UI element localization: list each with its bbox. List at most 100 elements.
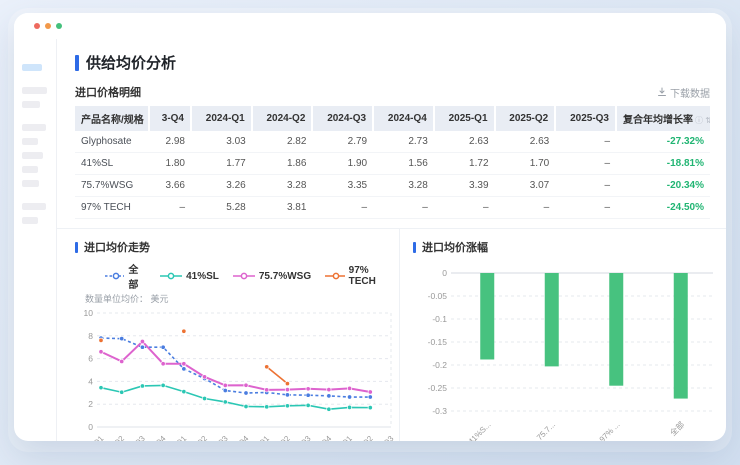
sidebar-skeleton-item[interactable]	[22, 101, 40, 108]
charts-row: 进口均价走势 全部 41%SL 75.7%WSG 97% TECH 数量单位均价： 美…	[57, 228, 726, 441]
line-series-0	[100, 337, 371, 398]
y-tick-label: 6	[88, 354, 93, 364]
bar-3	[673, 273, 688, 399]
table-row[interactable]: 41%SL 1.80 1.77 1.86 1.90 1.56 1.72 1.70– -18.81…	[75, 152, 710, 175]
table-row[interactable]: Glyphosate 2.98 3.03 2.82 2.79 2.73 2.63 2.63– -…	[75, 131, 710, 153]
close-window-icon[interactable]	[34, 23, 40, 29]
line-series-3	[266, 366, 288, 385]
data-point	[160, 361, 166, 367]
data-point	[367, 394, 373, 400]
sidebar-skeleton-item[interactable]	[22, 217, 38, 224]
data-point	[222, 387, 228, 394]
info-and-sort-icons[interactable]: ⓘ ⇅	[695, 116, 710, 125]
x-tick-label: 75.7...	[535, 420, 557, 441]
data-point	[119, 358, 125, 365]
title-accent-bar	[75, 54, 79, 71]
x-tick-label: 2022-Q1	[77, 434, 106, 441]
legend-label: 全部	[128, 265, 139, 291]
data-point	[326, 393, 332, 399]
x-tick-label: 97% ...	[598, 420, 622, 441]
price-cell: 3.66	[149, 174, 191, 197]
sidebar	[14, 39, 57, 441]
panel-accent-bar	[413, 241, 416, 253]
legend-marker-icon	[105, 272, 125, 280]
data-point	[305, 386, 311, 392]
sidebar-skeleton-item[interactable]	[22, 180, 39, 187]
bar-chart-title-text: 进口均价涨幅	[422, 242, 488, 254]
table-header-cell: 2024-Q1	[190, 106, 252, 131]
sidebar-skeleton-item[interactable]	[22, 203, 46, 210]
data-point	[181, 366, 187, 372]
data-point	[264, 364, 270, 370]
data-point	[347, 394, 353, 400]
cagr-cell: -20.34%	[616, 174, 710, 197]
line-series-2	[100, 340, 371, 393]
bar-0	[480, 273, 495, 360]
price-cell: 1.86	[251, 152, 313, 175]
table-row[interactable]: 75.7%WSG 3.66 3.26 3.28 3.35 3.28 3.39 3.07– -20…	[75, 174, 710, 197]
table-header-cell: 2025-Q1	[432, 106, 495, 131]
y-tick-label: 8	[88, 331, 93, 341]
sidebar-skeleton-item[interactable]	[22, 166, 38, 173]
data-point	[243, 390, 249, 396]
legend-item-2[interactable]: 75.7%WSG	[232, 271, 311, 282]
data-point	[119, 389, 125, 395]
price-cell: 2.63	[494, 131, 556, 153]
page-title: 供给均价分析	[57, 39, 726, 82]
table-header-cell: 2025-Q2	[493, 106, 556, 131]
x-tick-label: 全部	[668, 419, 686, 437]
y-tick-label: -0.05	[428, 291, 448, 301]
data-point	[222, 399, 228, 405]
table-row[interactable]: 97% TECH –5.28 3.81– – – – – -24.50%	[75, 196, 710, 219]
sidebar-item-active[interactable]	[22, 64, 42, 71]
data-point	[284, 387, 290, 393]
sidebar-skeleton-item[interactable]	[22, 87, 47, 94]
cagr-cell: -18.81%	[616, 152, 710, 175]
data-point	[181, 328, 187, 334]
bar-chart-title: 进口均价涨幅	[413, 239, 723, 255]
price-cell: 1.70	[494, 152, 556, 175]
data-point	[264, 387, 270, 393]
cagr-cell: -27.32%	[616, 131, 710, 153]
data-point	[284, 392, 290, 398]
price-cell: 3.26	[191, 174, 252, 197]
y-tick-label: 10	[84, 308, 94, 318]
bar-1	[544, 273, 559, 367]
maximize-window-icon[interactable]	[56, 23, 62, 29]
line-chart[interactable]: 02468102022-Q12022-Q22022-Q32022-Q42023-…	[75, 305, 397, 441]
cagr-cell: -24.50%	[616, 196, 710, 219]
price-cell: 1.80	[149, 152, 191, 175]
data-point	[326, 406, 332, 412]
import-price-section: 进口价格明细 下载数据 产品名称/规格 3-Q4 2024-Q1 2024-Q2 202…	[57, 82, 726, 219]
line-series-1	[100, 384, 371, 411]
price-cell: 1.56	[373, 152, 434, 175]
line-chart-panel: 进口均价走势 全部 41%SL 75.7%WSG 97% TECH 数量单位均价： 美…	[57, 229, 400, 441]
legend-item-0[interactable]: 全部	[105, 261, 146, 291]
product-name-cell: Glyphosate	[75, 131, 149, 153]
sidebar-skeleton-item[interactable]	[22, 152, 43, 159]
data-point	[202, 395, 208, 402]
x-tick-label: 41%S...	[466, 420, 492, 441]
price-cell: 2.98	[149, 131, 191, 153]
legend-item-3[interactable]: 97% TECH	[325, 265, 393, 287]
price-cell: 1.77	[191, 152, 252, 175]
data-point	[347, 385, 353, 391]
table-header-cell: 2025-Q3	[554, 106, 616, 131]
sidebar-skeleton-item[interactable]	[22, 138, 38, 145]
data-point	[264, 404, 270, 410]
price-cell: 3.39	[433, 174, 495, 197]
data-point	[181, 361, 187, 367]
price-cell: –	[373, 196, 434, 219]
legend-marker-icon	[160, 272, 183, 280]
bar-chart[interactable]: 0 -0.05 -0.1 -0.15 -0.2 -0.25 -0.3 41%S... 75.7.…	[413, 263, 723, 441]
price-cell: –	[312, 196, 374, 219]
minimize-window-icon[interactable]	[45, 23, 51, 29]
data-point	[284, 403, 290, 409]
sidebar-skeleton-item[interactable]	[22, 124, 46, 131]
legend-item-1[interactable]: 41%SL	[160, 271, 219, 282]
data-point	[160, 344, 166, 350]
data-point	[139, 338, 145, 345]
download-data-button[interactable]: 下载数据	[657, 85, 710, 100]
price-cell: –	[149, 196, 191, 219]
